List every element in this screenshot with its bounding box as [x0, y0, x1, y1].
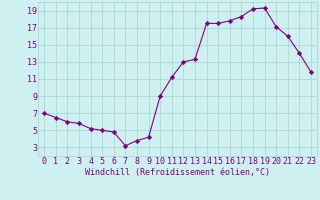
X-axis label: Windchill (Refroidissement éolien,°C): Windchill (Refroidissement éolien,°C)	[85, 168, 270, 177]
